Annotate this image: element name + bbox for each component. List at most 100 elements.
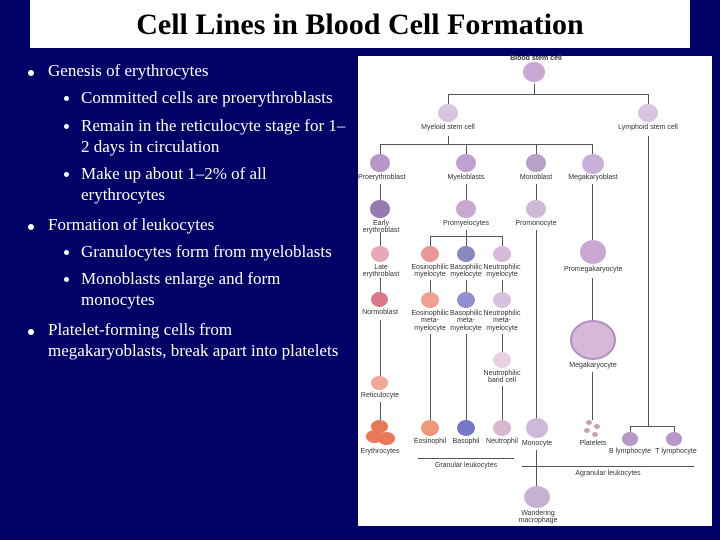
- bullet-dot: [64, 124, 69, 129]
- tree-line: [502, 334, 503, 352]
- normoblast-label: Normoblast: [358, 309, 402, 316]
- myeloblast-label: Myeloblasts: [442, 174, 490, 181]
- promyelocyte-icon: [456, 200, 476, 218]
- early-erythroblast-label: Early erythroblast: [356, 220, 406, 235]
- promegakaryocyte-icon: [580, 240, 606, 264]
- neu-meta-icon: [493, 292, 511, 308]
- band-cell-label: Neutrophilic band cell: [478, 370, 526, 385]
- eosinophil-icon: [421, 420, 439, 436]
- tree-line: [502, 386, 503, 420]
- monocyte-label: Monocyte: [516, 440, 558, 447]
- platelet-icon: [592, 432, 598, 437]
- tree-line: [536, 184, 537, 200]
- erythrocyte-icon: [378, 432, 395, 445]
- tree-line: [536, 450, 537, 486]
- monoblast-label: Monoblast: [514, 174, 558, 181]
- erythrocyte-label: Erythrocytes: [358, 448, 402, 455]
- b-lymphocyte-label: B lymphocyte: [608, 448, 652, 455]
- bullet-l2: Committed cells are proerythroblasts: [56, 87, 350, 108]
- bullet-text: Make up about 1–2% of all erythrocytes: [81, 163, 350, 206]
- hematopoiesis-diagram: Blood stem cell Myeloid stem cell Lympho…: [358, 56, 712, 526]
- platelet-icon: [584, 428, 590, 433]
- bullet-dot: [64, 277, 69, 282]
- bullet-text: Remain in the reticulocyte stage for 1–2…: [81, 115, 350, 158]
- normoblast-icon: [371, 292, 388, 307]
- agranular-label: Agranular leukocytes: [568, 470, 648, 477]
- reticulocyte-icon: [371, 376, 388, 390]
- early-erythroblast-icon: [370, 200, 390, 218]
- tree-line: [648, 136, 649, 426]
- tree-line: [536, 230, 537, 420]
- megakaryocyte-icon: [570, 320, 616, 360]
- late-erythroblast-label: Late erythroblast: [356, 264, 406, 279]
- tree-line: [592, 184, 593, 240]
- tree-line: [648, 94, 649, 104]
- bullet-l1: Platelet-forming cells from megakaryobla…: [20, 319, 350, 362]
- tree-line: [536, 144, 537, 154]
- tree-line: [592, 278, 593, 320]
- proerythroblast-label: Proerythroblast: [358, 174, 404, 181]
- b-lymphocyte-icon: [622, 432, 638, 446]
- bullet-l2: Monoblasts enlarge and form monocytes: [56, 268, 350, 311]
- page-title: Cell Lines in Blood Cell Formation: [30, 0, 690, 48]
- bullet-dot: [28, 70, 34, 76]
- platelet-label: Platelets: [576, 440, 610, 447]
- reticulocyte-label: Reticulocyte: [358, 392, 402, 399]
- tree-line: [466, 334, 467, 420]
- bullet-text: Committed cells are proerythroblasts: [81, 87, 350, 108]
- promegakaryocyte-label: Promegakaryocyte: [564, 266, 622, 273]
- lymphoid-stem-icon: [638, 104, 658, 122]
- bas-meta-icon: [457, 292, 475, 308]
- late-erythroblast-icon: [371, 246, 389, 262]
- tree-line: [430, 236, 431, 246]
- megakaryoblast-label: Megakaryoblast: [566, 174, 620, 181]
- monocyte-icon: [526, 418, 548, 438]
- bullet-l2: Make up about 1–2% of all erythrocytes: [56, 163, 350, 206]
- monoblast-icon: [526, 154, 546, 172]
- bullet-text: Formation of leukocytes: [48, 214, 350, 235]
- neutrophil-icon: [493, 420, 511, 436]
- promonocyte-label: Promonocyte: [512, 220, 560, 227]
- tree-line: [466, 236, 467, 246]
- brace-line: [522, 466, 694, 467]
- tree-line: [466, 184, 467, 200]
- granular-label: Granular leukocytes: [428, 462, 504, 469]
- myeloid-stem-icon: [438, 104, 458, 122]
- myeloid-label: Myeloid stem cell: [420, 124, 476, 131]
- eosinophil-label: Eosinophil: [410, 438, 450, 445]
- bullet-text: Genesis of erythrocytes: [48, 60, 350, 81]
- tree-line: [380, 278, 381, 292]
- tree-line: [448, 94, 449, 104]
- tree-line: [430, 280, 431, 292]
- basophil-label: Basophil: [448, 438, 484, 445]
- megakaryocyte-label: Megakaryocyte: [568, 362, 618, 369]
- platelet-icon: [586, 420, 592, 425]
- tree-line: [466, 144, 467, 154]
- bullet-l1: Formation of leukocytes: [20, 214, 350, 235]
- bullet-l1: Genesis of erythrocytes: [20, 60, 350, 81]
- tree-line: [380, 144, 592, 145]
- t-lymphocyte-icon: [666, 432, 682, 446]
- bullet-text: Platelet-forming cells from megakaryobla…: [48, 319, 350, 362]
- bullet-l2: Remain in the reticulocyte stage for 1–2…: [56, 115, 350, 158]
- eos-meta-icon: [421, 292, 439, 308]
- tree-line: [448, 136, 449, 144]
- tree-line: [380, 144, 381, 154]
- t-lymphocyte-label: T lymphocyte: [654, 448, 698, 455]
- stem-label: Blood stem cell: [506, 55, 566, 62]
- bullet-text: Granulocytes form from myeloblasts: [81, 241, 350, 262]
- tree-line: [466, 280, 467, 292]
- tree-line: [380, 320, 381, 376]
- tree-line: [380, 232, 381, 246]
- bas-myelocyte-icon: [457, 246, 475, 262]
- bullet-dot: [64, 96, 69, 101]
- neu-myelocyte-icon: [493, 246, 511, 262]
- tree-line: [380, 184, 381, 200]
- tree-line: [630, 426, 674, 427]
- bullet-text: Monoblasts enlarge and form monocytes: [81, 268, 350, 311]
- basophil-icon: [457, 420, 475, 436]
- stem-cell-icon: [523, 62, 545, 82]
- band-cell-icon: [493, 352, 511, 368]
- bullet-dot: [64, 172, 69, 177]
- bullet-l2: Granulocytes form from myeloblasts: [56, 241, 350, 262]
